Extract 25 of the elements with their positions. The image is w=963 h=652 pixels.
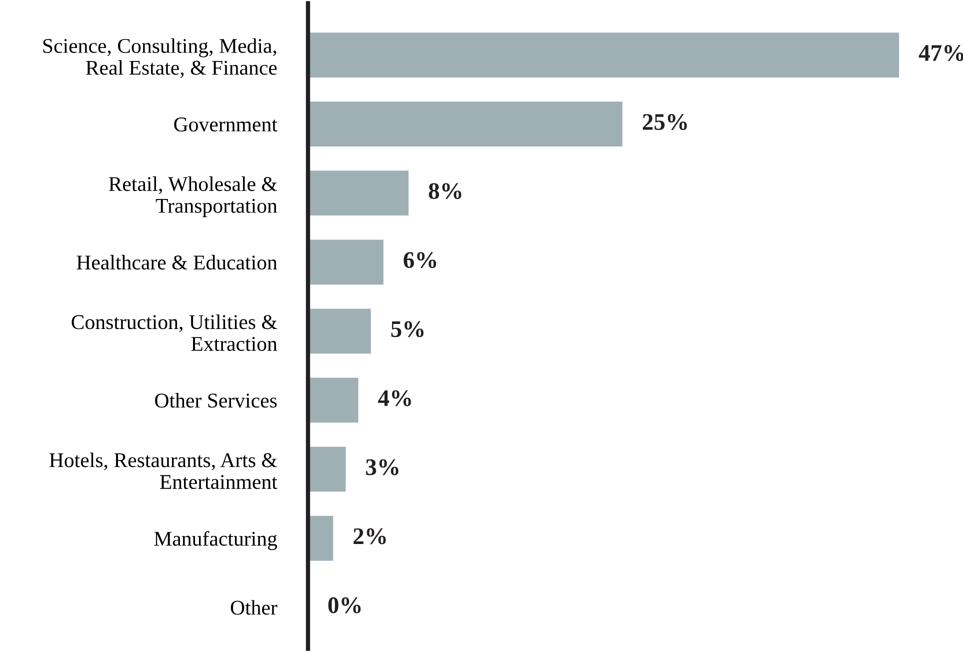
data-label: 25% [642,114,687,130]
data-label: 4% [378,390,411,406]
bar [308,516,334,561]
bar [308,308,371,354]
y-tick-label: Hotels, Restaurants, Arts & Entertainment [49,452,278,490]
data-label: 6% [404,252,436,268]
y-tick-label: Construction, Utilities & Extraction [72,314,278,351]
data-label: 5% [391,321,424,338]
y-tick-label: Other Services [155,392,277,408]
bar [308,170,409,216]
data-label: 2% [354,528,386,544]
y-tick-label: Other [230,600,278,615]
y-tick-label: Healthcare & Education [76,254,278,270]
bar [308,32,900,78]
bar [308,102,622,147]
y-tick-label: Retail, Wholesale & Transportation [108,176,278,218]
bar [308,446,346,492]
y-tick-label: Science, Consulting, Media, Real Estate, & Finance [43,38,277,78]
data-label: 3% [366,459,398,476]
data-label: 0% [328,597,361,614]
y-tick-label: Government [174,118,278,132]
y-tick-label: Manufacturing [154,530,278,550]
bar [308,378,358,423]
data-label: 8% [428,183,462,200]
bar [308,240,384,285]
